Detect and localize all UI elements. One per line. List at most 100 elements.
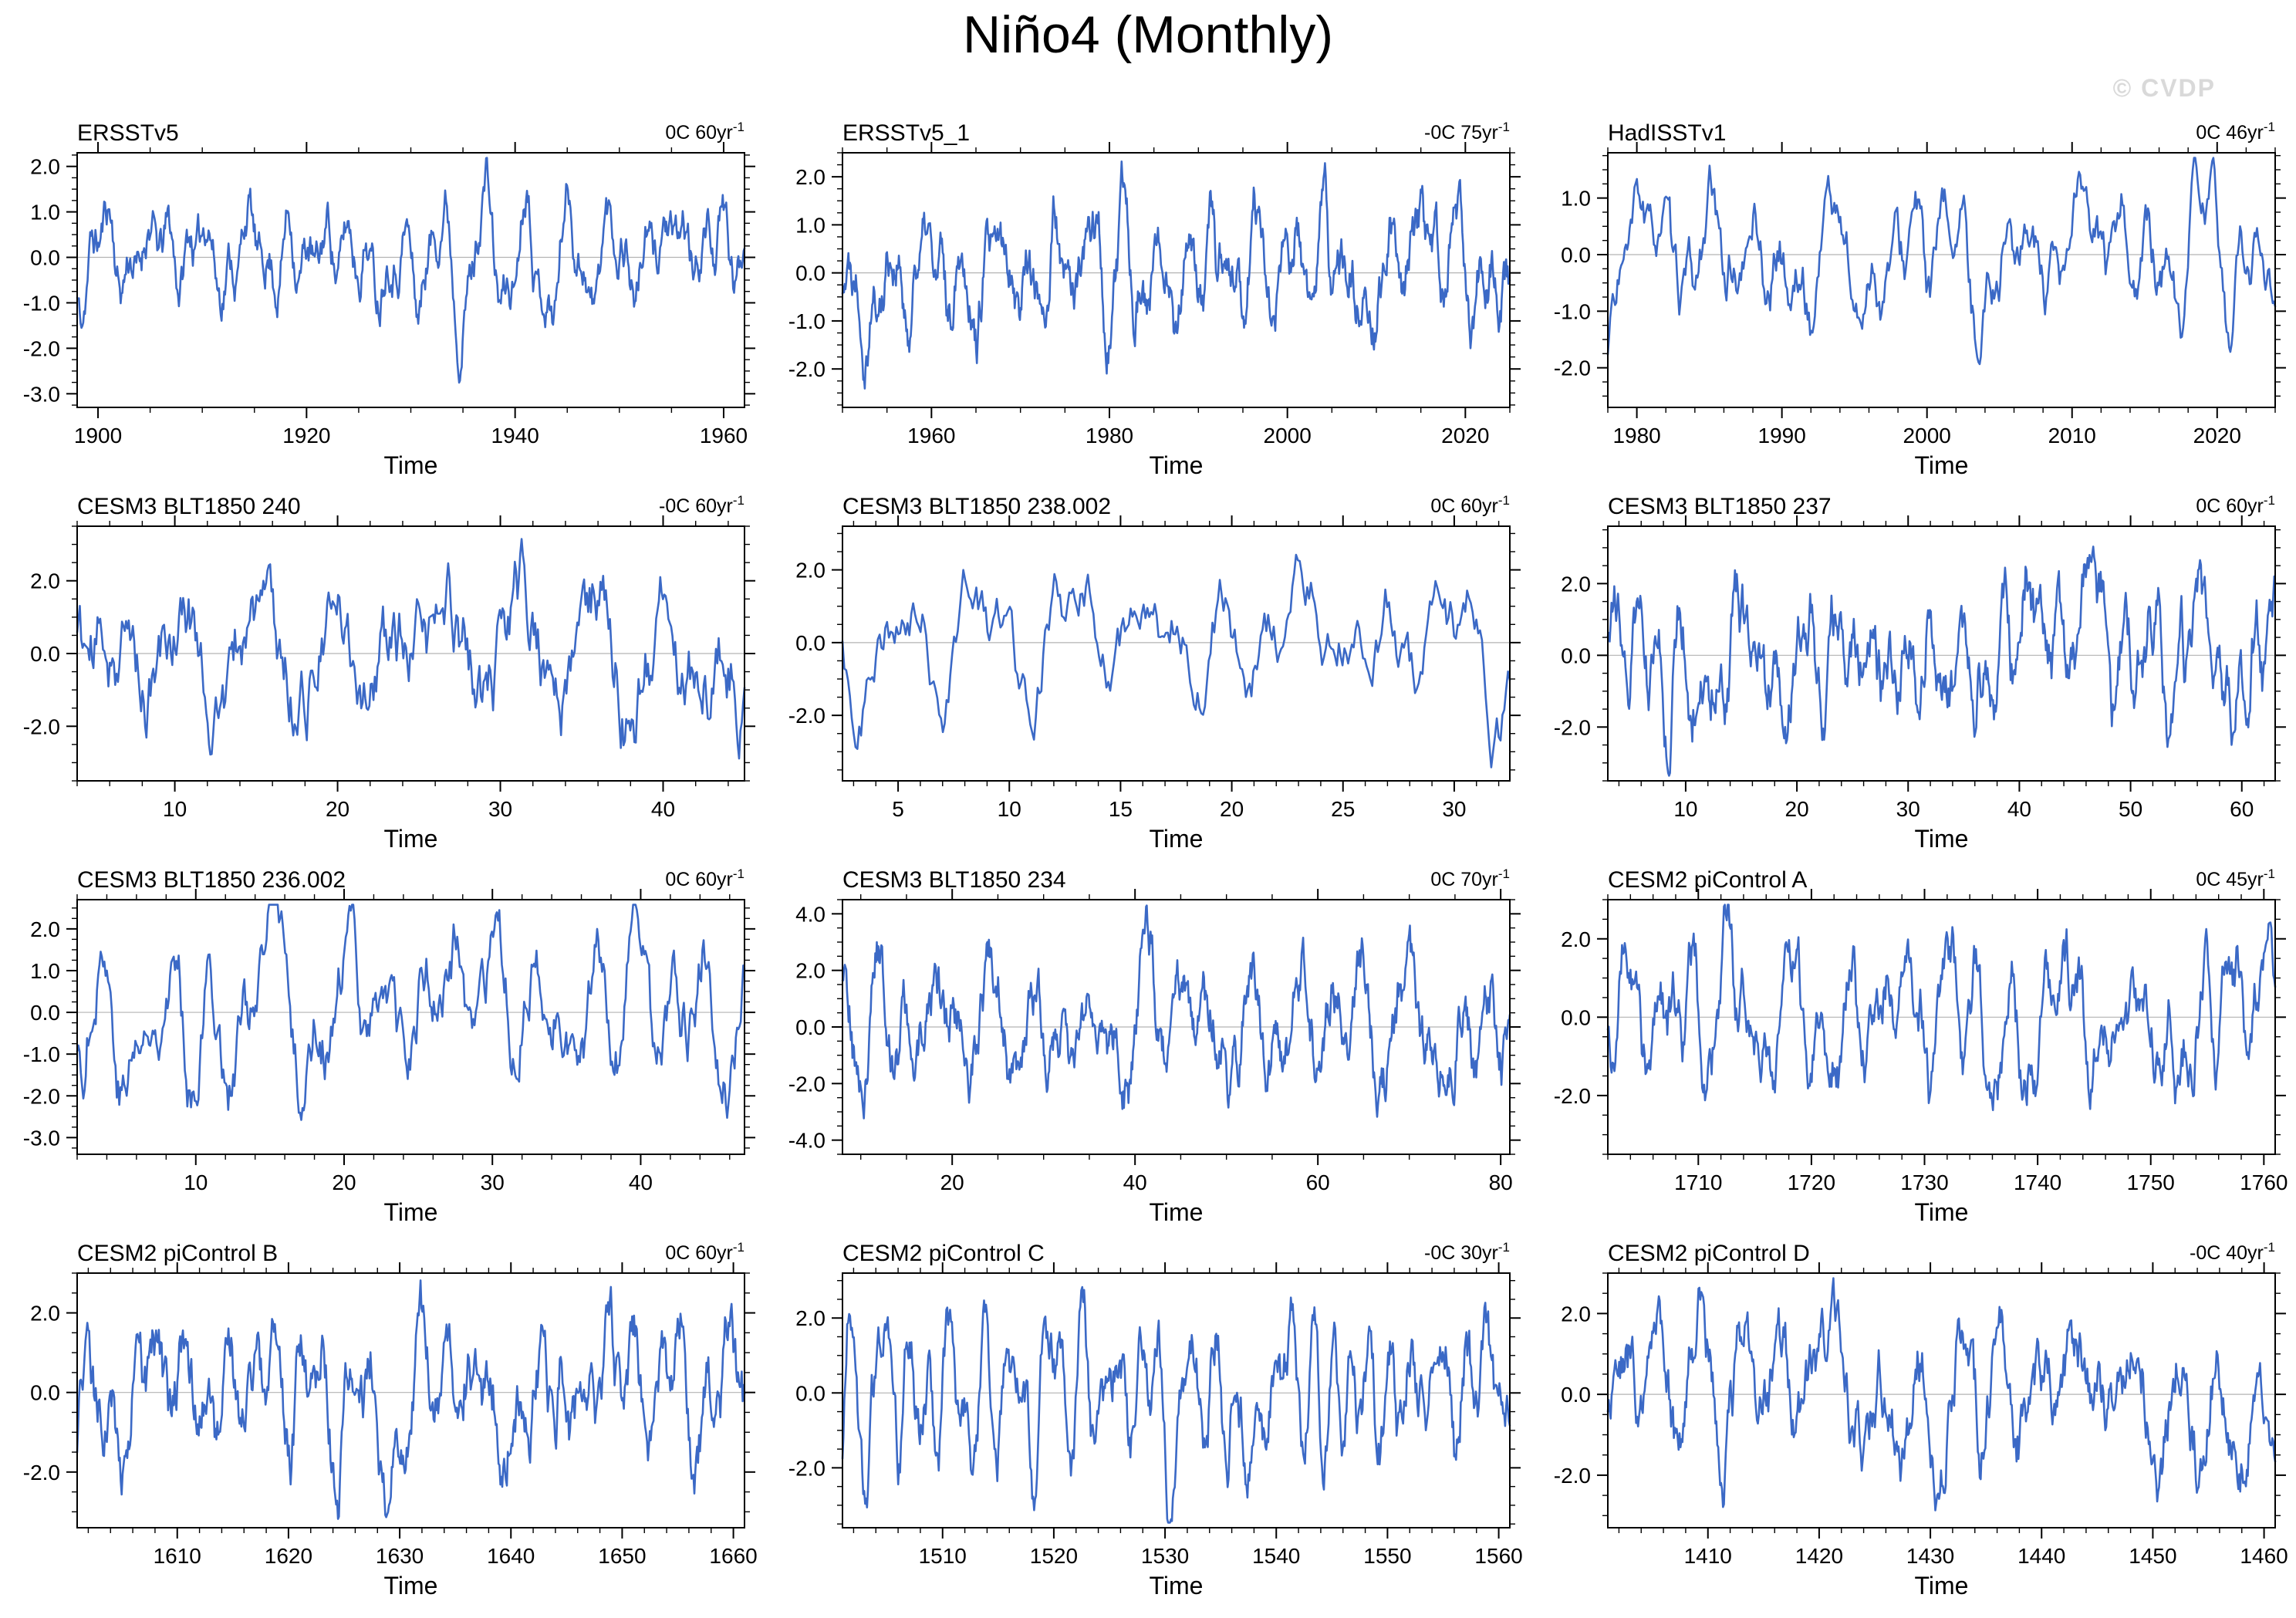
y-tick-label: -3.0	[23, 1126, 60, 1150]
watermark-cvdp: © CVDP	[2112, 74, 2216, 102]
y-tick-label: 2.0	[30, 917, 60, 941]
plot-border	[1607, 899, 2276, 1155]
y-tick-label: 0.0	[795, 631, 826, 655]
x-tick-label: 1630	[376, 1544, 424, 1568]
y-tick-label: -2.0	[788, 357, 826, 381]
x-tick-label: 1980	[1612, 424, 1660, 448]
chart-panel-5: CESM3 BLT1850 238.002 0C 60yr-1 5 10 15 20 25 3…	[765, 489, 1531, 863]
x-tick-label: 10	[998, 797, 1021, 821]
x-tick-label: 1960	[907, 424, 955, 448]
y-tick-label: 2.0	[795, 559, 826, 583]
panel-title: CESM2 piControl C	[842, 1241, 1045, 1266]
panel-title: CESM2 piControl B	[77, 1241, 278, 1266]
y-tick-label: 2.0	[30, 569, 60, 593]
x-tick-label: 1430	[1906, 1544, 1954, 1568]
chart-panel-12: CESM2 piControl D -0C 40yr-1 1410 1420 1430 1…	[1531, 1236, 2296, 1610]
y-tick-label: 0.0	[30, 246, 60, 270]
x-tick-label: 30	[481, 1170, 505, 1194]
y-tick-label: -2.0	[1554, 1464, 1591, 1488]
x-tick-label: 1760	[2240, 1170, 2288, 1194]
y-tick-label: 1.0	[30, 201, 60, 225]
timeseries-plot: CESM3 BLT1850 237 0C 60yr-1 10 20 30 40 50 60 2.…	[1554, 493, 2286, 853]
x-tick-label: 20	[940, 1170, 964, 1194]
y-tick-label: -3.0	[23, 382, 60, 406]
time-axis-label: Time	[384, 1572, 438, 1599]
chart-panel-11: CESM2 piControl C -0C 30yr-1 1510 1520 1530 1…	[765, 1236, 1531, 1610]
x-tick-label: 1900	[74, 424, 122, 448]
y-tick-label: 1.0	[1561, 187, 1591, 211]
time-axis-label: Time	[384, 451, 438, 479]
plot-border	[76, 899, 745, 1155]
panel-title: CESM3 BLT1850 240	[77, 494, 301, 519]
chart-panel-6: CESM3 BLT1850 237 0C 60yr-1 10 20 30 40 50 60 2.…	[1531, 489, 2296, 863]
time-axis-label: Time	[384, 825, 438, 853]
time-axis-label: Time	[1915, 1198, 1969, 1226]
x-tick-label: 40	[2007, 797, 2031, 821]
y-tick-label: -2.0	[788, 1456, 826, 1480]
time-axis-label: Time	[1915, 1572, 1969, 1599]
y-tick-label: -1.0	[23, 1042, 60, 1066]
y-tick-label: 0.0	[1561, 243, 1591, 267]
x-tick-label: 20	[332, 1170, 356, 1194]
anomaly-series-line	[1606, 546, 2277, 777]
x-tick-label: 2010	[2048, 424, 2096, 448]
plot-border	[842, 525, 1511, 782]
timeseries-plot: CESM2 piControl C -0C 30yr-1 1510 1520 1530 1…	[788, 1240, 1523, 1599]
x-tick-label: 1960	[700, 424, 748, 448]
timeseries-plot: CESM3 BLT1850 234 0C 70yr-1 20 40 60 80 4.0 2.0…	[788, 866, 1521, 1226]
x-tick-label: 1990	[1758, 424, 1806, 448]
x-tick-label: 25	[1331, 797, 1355, 821]
y-tick-label: 0.0	[1561, 1005, 1591, 1029]
x-tick-label: 1560	[1474, 1544, 1522, 1568]
anomaly-series-line	[1606, 157, 2277, 366]
panel-title: CESM3 BLT1850 236.002	[77, 867, 346, 893]
y-tick-label: -2.0	[1554, 356, 1591, 380]
y-tick-label: -1.0	[23, 291, 60, 315]
trend-label: -0C 40yr-1	[2190, 1240, 2275, 1264]
x-tick-label: 2020	[2193, 424, 2241, 448]
x-tick-label: 1540	[1252, 1544, 1300, 1568]
trend-label: 0C 60yr-1	[2196, 493, 2275, 517]
y-tick-label: 0.0	[795, 1381, 826, 1405]
chart-panel-8: CESM3 BLT1850 234 0C 70yr-1 20 40 60 80 4.0 2.0…	[765, 863, 1531, 1236]
anomaly-series-line	[1606, 1277, 2277, 1512]
plot-border	[1607, 525, 2276, 782]
y-tick-label: 2.0	[30, 155, 60, 179]
x-tick-label: 1510	[919, 1544, 967, 1568]
x-tick-label: 1530	[1141, 1544, 1189, 1568]
time-axis-label: Time	[1150, 1572, 1204, 1599]
x-tick-label: 30	[488, 797, 512, 821]
y-tick-label: 0.0	[30, 1001, 60, 1025]
panel-title: CESM3 BLT1850 234	[842, 867, 1066, 893]
panel-title: CESM3 BLT1850 238.002	[842, 494, 1111, 519]
y-tick-label: 1.0	[30, 959, 60, 983]
x-tick-label: 1730	[1900, 1170, 1948, 1194]
x-tick-label: 10	[1673, 797, 1697, 821]
plot-border	[842, 152, 1511, 408]
time-axis-label: Time	[384, 1198, 438, 1226]
chart-panel-10: CESM2 piControl B 0C 60yr-1 1610 1620 1630 16…	[0, 1236, 765, 1610]
x-tick-label: 1550	[1363, 1544, 1411, 1568]
trend-label: 0C 45yr-1	[2196, 866, 2275, 890]
anomaly-series-line	[76, 157, 746, 384]
y-tick-label: -2.0	[23, 1084, 60, 1108]
y-tick-label: -2.0	[23, 1461, 60, 1485]
x-tick-label: 1720	[1788, 1170, 1835, 1194]
chart-panel-9: CESM2 piControl A 0C 45yr-1 1710 1720 1730 17…	[1531, 863, 2296, 1236]
x-tick-label: 1440	[2017, 1544, 2065, 1568]
time-axis-label: Time	[1150, 825, 1204, 853]
y-tick-label: 2.0	[795, 959, 826, 983]
plot-border	[842, 1272, 1511, 1528]
x-tick-label: 1620	[265, 1544, 312, 1568]
timeseries-plot: CESM3 BLT1850 238.002 0C 60yr-1 5 10 15 20 25 3…	[788, 493, 1521, 853]
y-tick-label: 2.0	[795, 165, 826, 189]
trend-label: 0C 60yr-1	[1430, 493, 1510, 517]
x-tick-label: 1660	[709, 1544, 757, 1568]
x-tick-label: 40	[651, 797, 675, 821]
x-tick-label: 5	[892, 797, 904, 821]
x-tick-label: 60	[1306, 1170, 1330, 1194]
x-tick-label: 20	[1785, 797, 1809, 821]
timeseries-plot: CESM3 BLT1850 240 -0C 60yr-1 10 20 30 40 2.0 0.…	[23, 493, 755, 853]
time-axis-label: Time	[1915, 451, 1969, 479]
y-tick-label: 1.0	[795, 213, 826, 237]
